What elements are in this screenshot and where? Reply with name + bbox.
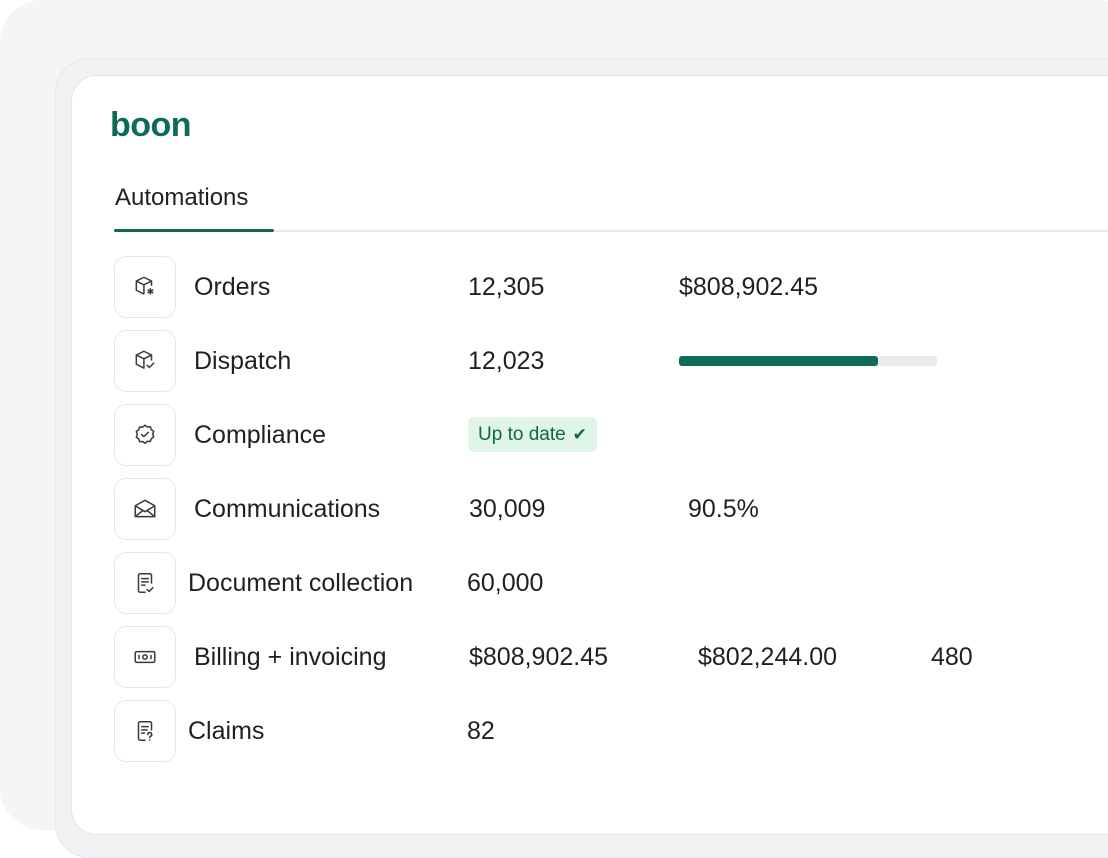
automation-row-dispatch[interactable]: Dispatch 12,023 bbox=[114, 330, 1108, 392]
box-star-icon bbox=[114, 256, 176, 318]
document-check-icon bbox=[114, 552, 176, 614]
communications-count: 30,009 bbox=[469, 495, 546, 523]
document-collection-count: 60,000 bbox=[467, 569, 544, 597]
row-label-dispatch: Dispatch bbox=[194, 347, 292, 375]
automations-card: boon Automations Orders 12,305 $808,902.… bbox=[71, 75, 1108, 835]
row-label-compliance: Compliance bbox=[194, 421, 327, 449]
status-badge-text: Up to date bbox=[478, 424, 566, 445]
dispatch-count: 12,023 bbox=[468, 347, 545, 375]
row-label-communications: Communications bbox=[194, 495, 381, 523]
row-label-orders: Orders bbox=[194, 273, 271, 301]
box-check-icon bbox=[114, 330, 176, 392]
row-label-billing: Billing + invoicing bbox=[194, 643, 387, 671]
row-label-document-collection: Document collection bbox=[188, 569, 414, 597]
automation-row-communications[interactable]: Communications 30,009 90.5% bbox=[114, 478, 1108, 540]
billing-collected: $802,244.00 bbox=[698, 643, 838, 671]
billing-invoiced: $808,902.45 bbox=[469, 643, 609, 671]
envelope-icon bbox=[114, 478, 176, 540]
row-label-claims: Claims bbox=[188, 717, 265, 745]
automation-row-billing[interactable]: Billing + invoicing $808,902.45 $802,244… bbox=[114, 626, 1108, 688]
tab-active-underline bbox=[114, 229, 274, 232]
orders-total: $808,902.45 bbox=[679, 273, 819, 301]
dispatch-progress-bar bbox=[679, 356, 937, 366]
billing-count: 480 bbox=[931, 643, 973, 671]
banknote-icon bbox=[114, 626, 176, 688]
boon-logo: boon bbox=[110, 106, 192, 144]
tabs-divider bbox=[114, 230, 1108, 232]
automation-row-claims[interactable]: Claims 82 bbox=[114, 700, 1108, 762]
communications-rate: 90.5% bbox=[688, 495, 759, 523]
status-badge: Up to date ✔ bbox=[468, 417, 597, 452]
orders-count: 12,305 bbox=[468, 273, 545, 301]
dispatch-progress-fill bbox=[679, 356, 878, 366]
automation-row-orders[interactable]: Orders 12,305 $808,902.45 bbox=[114, 256, 1108, 318]
automation-row-compliance[interactable]: Compliance Up to date ✔ bbox=[114, 404, 1108, 466]
tab-automations[interactable]: Automations bbox=[114, 181, 274, 232]
badge-check-icon bbox=[114, 404, 176, 466]
checkmark-icon: ✔ bbox=[572, 425, 587, 444]
claims-count: 82 bbox=[467, 717, 495, 745]
automation-row-document-collection[interactable]: Document collection 60,000 bbox=[114, 552, 1108, 614]
tab-automations-label: Automations bbox=[115, 184, 249, 211]
document-question-icon bbox=[114, 700, 176, 762]
